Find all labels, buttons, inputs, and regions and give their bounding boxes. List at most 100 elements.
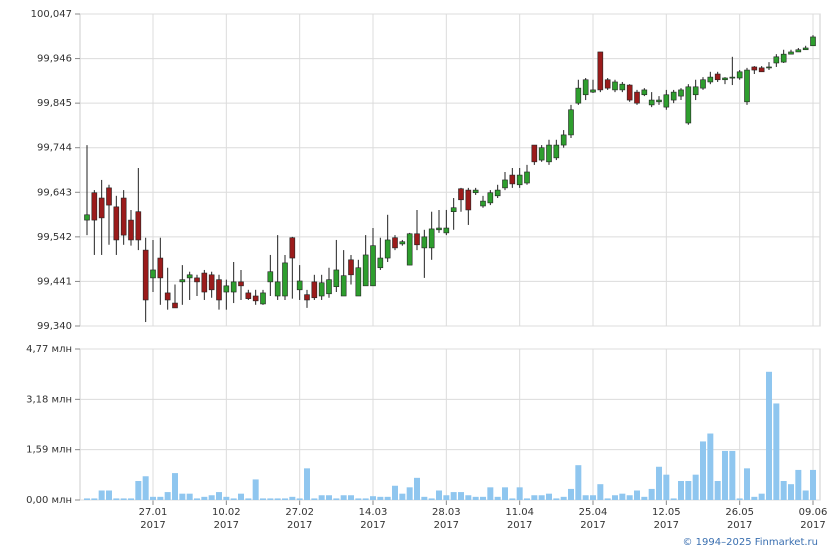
volume-bar [458,492,464,500]
candle-body [216,279,222,301]
candle-body [736,71,743,79]
candle-body [553,144,560,159]
candle-body [546,144,552,163]
volume-bar [516,487,523,500]
volume-bar [758,493,765,500]
candle-body [421,236,428,249]
volume-bar [421,496,428,500]
candle-body [230,281,237,293]
x-tick-year: 2017 [727,520,752,531]
candle-body [113,206,120,241]
x-tick-year: 2017 [287,520,312,531]
volume-bar [707,433,714,500]
volume-bar [362,498,369,500]
candle-body [282,262,288,297]
volume-bar [289,496,296,500]
candle-body [172,302,178,309]
volume-bar [98,490,105,500]
volume-bar [348,495,354,500]
candle-body [348,259,354,276]
candle-body [333,269,340,288]
candle-body [296,280,303,291]
footer: © 1994–2025 Finmarket.ru [682,537,818,548]
volume-bar [208,495,215,500]
y-tick-label: 100,047 [31,9,72,20]
y-tick-label: 99,542 [37,232,72,243]
y-tick-label: 3,18 млн [26,394,72,405]
volume-bar [157,496,164,500]
candle-body [458,188,464,201]
volume-bar [282,498,288,500]
volume-bar [604,498,611,500]
candle-body [707,76,714,83]
candle-body [788,51,794,55]
candle-body [252,295,259,302]
candle-body [340,275,347,297]
candle-body [773,56,780,64]
candle-body [692,86,699,96]
candle-body [406,233,413,266]
candle-body [450,207,457,213]
candle-body [810,36,816,47]
candle-body [766,66,772,69]
volume-bar [487,487,494,500]
volume-bar [428,498,435,500]
volume-bar [91,498,98,500]
volume-bar [450,492,457,500]
volume-bar [751,496,758,500]
candle-body [135,211,142,241]
x-tick-label: 27.01 [139,507,168,518]
candle-body [399,241,406,245]
volume-bar [384,496,391,500]
candle-body [370,245,376,287]
volume-bar [142,476,149,500]
volume-bar [186,493,193,500]
x-tick-year: 2017 [800,520,825,531]
volume-bar [700,441,706,500]
candle-body [186,274,193,279]
volume-bar [245,498,252,500]
volume-bar [810,469,816,500]
candle-body [656,99,662,103]
candle-body [582,79,589,96]
volume-bar [406,487,413,500]
candle-body [568,109,574,136]
volume-bar [120,498,127,500]
volume-bar [612,495,618,500]
volume-bar [370,496,376,500]
volume-bar [648,488,655,500]
y-tick-label: 99,441 [37,276,72,287]
candle-body [311,281,318,299]
y-tick-label: 99,845 [37,98,72,109]
candle-body [208,274,215,291]
candle-body [494,189,501,197]
volume-bar [326,495,332,500]
candle-body [84,214,90,221]
candle-body [516,174,523,186]
candle-body [751,66,758,71]
volume-bar [575,465,582,500]
volume-bar [736,498,743,500]
volume-bar [795,469,802,500]
volume-bar [377,496,384,500]
candle-body [443,227,450,234]
x-tick-year: 2017 [360,520,385,531]
candle-body [670,91,677,101]
candle-body [465,189,472,211]
y-tick-label: 1,59 млн [26,445,72,456]
price-frame [79,13,821,327]
volume-bar [194,498,200,500]
volume-bar [135,481,142,500]
volume-bar [238,493,244,500]
volume-bar [619,493,626,500]
volume-bar [531,495,538,500]
volume-bar [560,496,567,500]
candle-body [685,86,692,124]
candle-body [700,79,706,89]
volume-bar [494,496,501,500]
candle-body [91,192,98,221]
volume-bar [714,481,721,500]
volume-bar [773,403,780,500]
candle-body [758,67,765,73]
